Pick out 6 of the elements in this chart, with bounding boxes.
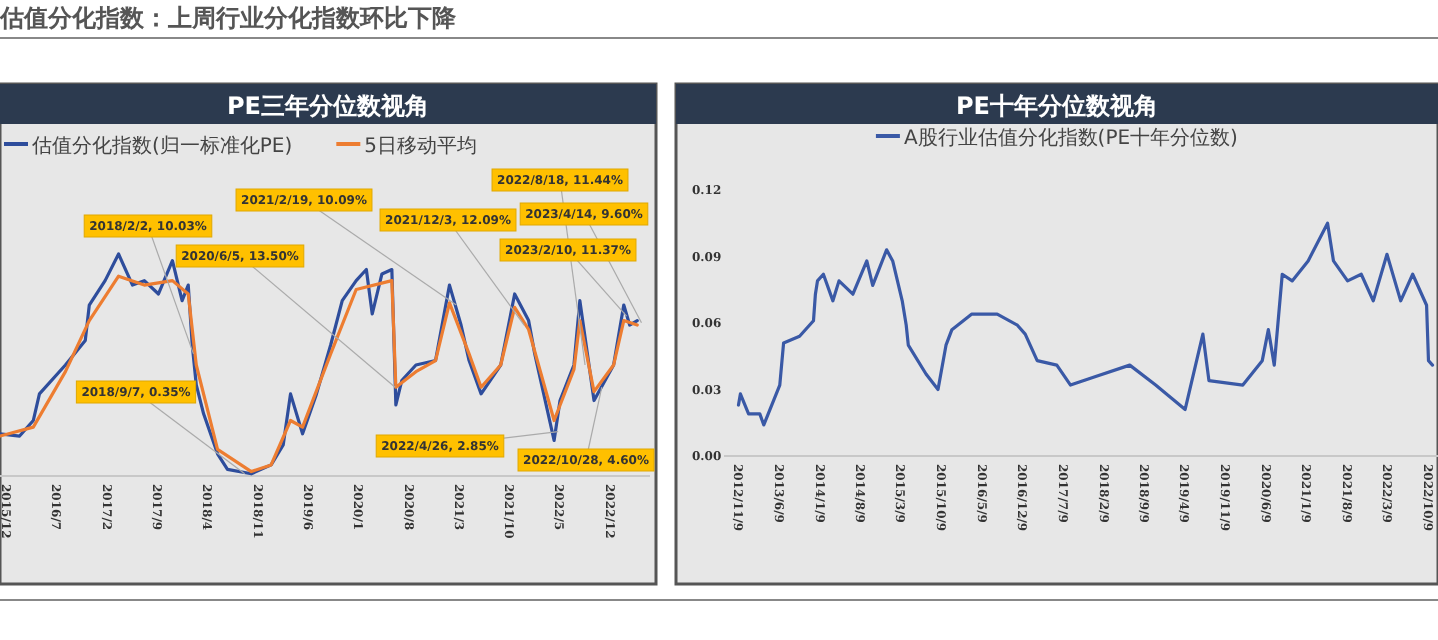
chart-title: PE十年分位数视角 bbox=[956, 92, 1158, 120]
legend-label: 5日移动平均 bbox=[364, 134, 478, 158]
chart-title: PE三年分位数视角 bbox=[227, 92, 429, 120]
legend-label: A股行业估值分化指数(PE十年分位数) bbox=[903, 126, 1239, 150]
legend-label: 估值分化指数(归一标准化PE) bbox=[32, 134, 293, 158]
line-series bbox=[736, 221, 1435, 427]
